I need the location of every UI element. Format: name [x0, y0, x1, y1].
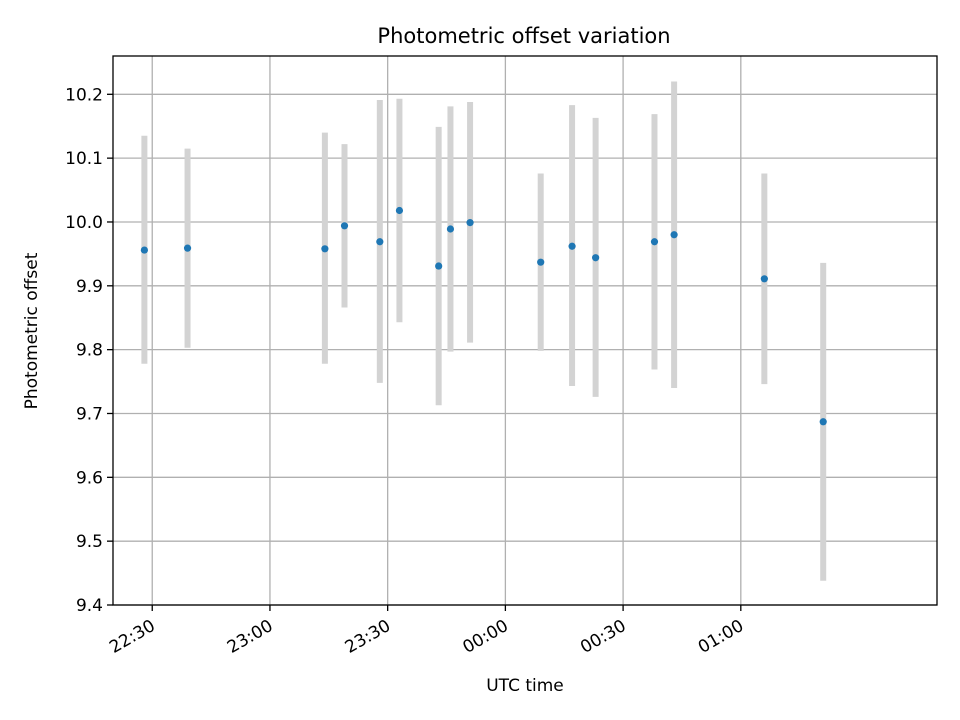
data-point [568, 242, 576, 250]
x-tick-label: 23:30 [342, 616, 394, 658]
y-ticks: 9.4 9.5 9.6 9.7 9.8 9.9 10.0 10.1 10.2 [65, 85, 113, 616]
data-point [592, 254, 600, 262]
data-points [140, 206, 827, 426]
x-ticks: 22:30 23:00 23:30 00:00 00:30 01:00 [106, 605, 747, 658]
data-point [760, 275, 768, 283]
y-tick-label: 9.8 [76, 341, 103, 361]
x-tick-label: 00:00 [459, 616, 511, 658]
data-point [395, 206, 404, 215]
data-point [466, 219, 474, 227]
data-point [321, 245, 329, 253]
data-point [340, 222, 349, 230]
y-axis-label: Photometric offset [22, 252, 42, 409]
data-point [435, 262, 443, 270]
errorbars [141, 81, 827, 581]
data-point [819, 418, 827, 426]
data-point [537, 258, 545, 266]
x-tick-label: 01:00 [695, 616, 747, 658]
y-tick-label: 9.6 [76, 468, 103, 488]
data-point [650, 238, 659, 246]
plot-frame [112, 55, 938, 606]
y-tick-label: 9.4 [76, 596, 103, 616]
y-tick-label: 10.0 [65, 213, 103, 233]
y-tick-label: 10.1 [65, 149, 103, 169]
chart-title: Photometric offset variation [377, 24, 670, 48]
x-tick-label: 23:00 [224, 616, 276, 658]
data-point [183, 244, 192, 252]
data-point [446, 225, 455, 233]
grid [113, 56, 937, 606]
x-tick-label: 00:30 [577, 616, 629, 658]
y-tick-label: 10.2 [65, 85, 103, 105]
y-tick-label: 9.5 [76, 532, 103, 552]
data-point [670, 231, 678, 239]
x-axis-label: UTC time [486, 676, 564, 696]
y-tick-label: 9.9 [76, 277, 103, 297]
data-point [140, 246, 148, 254]
y-tick-label: 9.7 [76, 404, 103, 424]
data-point [376, 238, 384, 246]
x-tick-label: 22:30 [106, 616, 158, 658]
